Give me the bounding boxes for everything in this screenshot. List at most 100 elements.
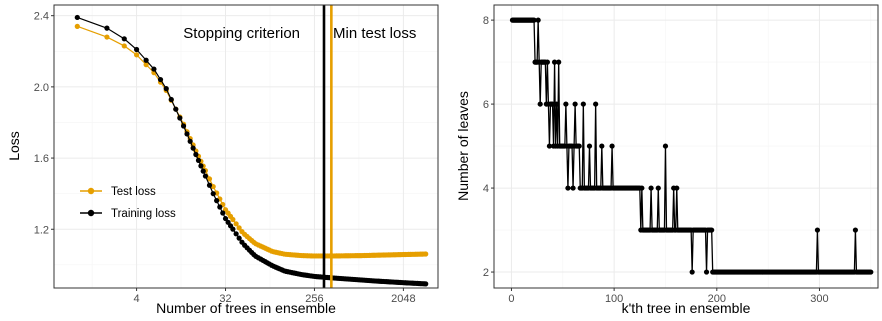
leaves-series xyxy=(509,17,874,275)
loss-legend: Test loss Training loss xyxy=(80,186,176,220)
leaves-x-tick-label: 0 xyxy=(508,293,514,305)
test-loss-point xyxy=(143,62,149,68)
loss-grid xyxy=(54,5,438,288)
test-loss-point xyxy=(104,34,110,40)
training-loss-point xyxy=(180,123,187,129)
leaves-point xyxy=(814,227,821,233)
leaves-y-tick-label: 2 xyxy=(483,267,489,279)
leaves-point xyxy=(648,185,654,191)
training-loss-point xyxy=(210,191,216,197)
leaves-point xyxy=(563,101,569,107)
training-loss-point xyxy=(214,198,220,204)
loss-x-tick-label: 4 xyxy=(134,293,140,305)
training-loss-point xyxy=(423,281,429,287)
leaves-y-tick-label: 4 xyxy=(483,183,489,195)
training-loss-point xyxy=(236,235,242,241)
leaves-point xyxy=(537,101,543,107)
leaves-point xyxy=(586,143,593,149)
training-loss-series xyxy=(74,14,429,287)
leaves-point xyxy=(709,227,715,233)
loss-y-tick-label: 1.2 xyxy=(34,224,49,236)
leaves-point xyxy=(549,101,556,107)
leaves-plot-area xyxy=(509,17,874,275)
training-loss-point xyxy=(198,163,204,169)
loss-plot-area xyxy=(74,5,429,288)
leaves-y-tick-label: 8 xyxy=(483,15,489,27)
legend-test-loss-label: Test loss xyxy=(111,186,156,198)
training-loss-point xyxy=(230,226,236,232)
training-loss-point xyxy=(173,106,179,112)
leaves-point xyxy=(544,59,550,65)
loss-panel-background xyxy=(54,5,438,288)
leaves-y-axis-label: Number of leaves xyxy=(455,91,471,201)
leaves-point xyxy=(556,59,562,65)
training-loss-point xyxy=(206,182,213,188)
legend-test-loss-marker xyxy=(87,187,95,195)
loss-y-tick-label: 1.6 xyxy=(34,153,49,165)
training-loss-point xyxy=(200,168,206,174)
annotation-stopping-criterion: Stopping criterion xyxy=(183,25,300,42)
training-loss-point xyxy=(187,138,193,144)
training-loss-point xyxy=(143,57,149,63)
training-loss-point xyxy=(222,215,229,222)
training-loss-point xyxy=(163,86,169,92)
leaves-point xyxy=(689,269,695,275)
leaves-panel: 0 100 200 300 2 4 6 8 k'th tree in ensemble Nu… xyxy=(455,4,879,316)
test-loss-point xyxy=(236,225,242,231)
loss-y-axis-label: Loss xyxy=(6,131,22,161)
test-loss-point xyxy=(230,216,236,223)
training-loss-point xyxy=(177,115,183,121)
training-loss-point xyxy=(74,14,80,21)
leaves-point xyxy=(703,269,710,275)
training-loss-point xyxy=(184,131,190,137)
leaves-x-axis-label: k'th tree in ensemble xyxy=(622,300,751,316)
leaves-point xyxy=(531,17,537,23)
legend-training-loss-marker xyxy=(87,209,95,217)
leaves-x-tick-label: 300 xyxy=(810,293,828,305)
loss-x-tick-label: 256 xyxy=(305,293,323,305)
leaves-point xyxy=(554,101,560,107)
loss-x-tick-label: 32 xyxy=(219,293,231,305)
leaves-y-tick-label: 6 xyxy=(483,99,489,111)
training-loss-point xyxy=(202,173,209,179)
training-loss-point xyxy=(121,36,127,42)
loss-y-tick-label: 2.4 xyxy=(34,11,49,23)
test-loss-point xyxy=(233,221,239,227)
leaves-point xyxy=(570,185,576,191)
legend-training-loss-label: Training loss xyxy=(111,208,176,220)
test-loss-point xyxy=(74,23,80,29)
leaves-point xyxy=(580,101,586,107)
leaves-point xyxy=(593,101,599,107)
leaves-point xyxy=(852,227,859,233)
training-loss-point xyxy=(193,151,199,158)
training-loss-point xyxy=(168,96,174,103)
loss-panel-border xyxy=(53,4,439,289)
leaves-point xyxy=(576,143,582,149)
test-loss-series xyxy=(74,23,429,259)
leaves-point xyxy=(535,17,541,23)
loss-y-ticks: 1.2 1.6 2.0 2.4 xyxy=(34,11,54,236)
leaves-y-ticks: 2 4 6 8 xyxy=(483,15,494,279)
loss-panel: Stopping criterion Min test loss Test lo… xyxy=(6,4,439,316)
leaves-point xyxy=(572,101,578,107)
training-loss-point xyxy=(220,210,226,216)
leaves-x-tick-label: 100 xyxy=(605,293,623,305)
leaves-point xyxy=(655,185,661,191)
test-loss-point xyxy=(423,251,429,257)
loss-x-ticks: 4 32 256 2048 xyxy=(134,288,416,305)
leaves-x-tick-label: 200 xyxy=(708,293,726,305)
training-loss-point xyxy=(104,25,110,31)
leaves-point xyxy=(868,269,874,275)
loss-x-tick-label: 2048 xyxy=(391,293,415,305)
annotation-min-test-loss: Min test loss xyxy=(333,25,416,42)
training-loss-point xyxy=(190,145,196,151)
leaves-point xyxy=(662,143,669,149)
training-loss-point xyxy=(233,231,239,237)
leaves-point xyxy=(609,143,615,149)
training-loss-point xyxy=(151,66,157,72)
training-loss-point xyxy=(157,76,164,83)
training-loss-point xyxy=(195,157,202,163)
leaves-point xyxy=(546,143,553,149)
leaves-point xyxy=(599,143,605,149)
